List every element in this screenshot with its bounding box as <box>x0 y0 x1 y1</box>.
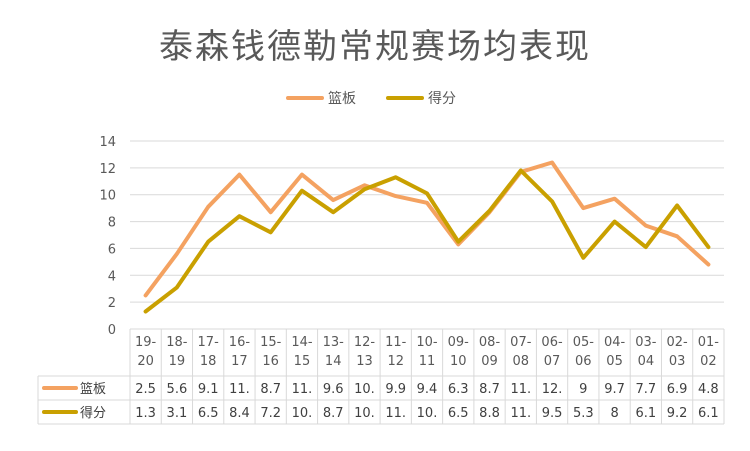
y-tick-label: 12 <box>99 162 116 177</box>
legend: 篮板 得分 <box>286 90 456 107</box>
x-tick-label: 14- <box>291 335 313 350</box>
x-tick-label: 18 <box>200 354 217 369</box>
x-tick-label: 04- <box>604 335 626 350</box>
data-label: 9.4 <box>417 382 438 397</box>
data-label: 10. <box>354 406 375 421</box>
x-tick-label: 16 <box>262 354 279 369</box>
data-label: 6.3 <box>448 382 469 397</box>
data-label: 4.8 <box>698 382 719 397</box>
x-tick-label: 01- <box>698 335 720 350</box>
x-tick-label: 10- <box>416 335 438 350</box>
y-tick-label: 8 <box>108 216 116 231</box>
x-tick-label: 19- <box>135 335 157 350</box>
data-label: 5.6 <box>167 382 188 397</box>
data-label: 6.5 <box>198 406 219 421</box>
data-label: 8.7 <box>323 406 344 421</box>
data-label: 9.7 <box>604 382 625 397</box>
data-table: 19- 20 18- 19 17- 18 16- 17 15- 16 14- 15 13- 14 12- 13… <box>37 328 725 425</box>
x-tick-label: 13- <box>323 335 345 350</box>
legend-label-1: 篮板 <box>328 91 356 107</box>
x-tick-label: 17- <box>198 335 220 350</box>
data-label: 9.6 <box>323 382 344 397</box>
data-label: 10. <box>417 406 438 421</box>
data-label: 6.5 <box>448 406 469 421</box>
data-label: 7.7 <box>635 382 656 397</box>
x-tick-label: 06- <box>541 335 563 350</box>
x-tick-label: 05- <box>573 335 595 350</box>
y-axis-ticks: 0 2 4 6 8 10 12 14 <box>99 135 116 338</box>
x-tick-label: 03- <box>635 335 657 350</box>
x-tick-label: 05 <box>606 354 623 369</box>
data-label: 11. <box>385 406 406 421</box>
x-tick-label: 04 <box>638 354 655 369</box>
data-label: 10. <box>292 406 313 421</box>
data-label: 6.9 <box>667 382 688 397</box>
x-tick-label: 20 <box>137 354 154 369</box>
x-tick-label: 07 <box>544 354 561 369</box>
x-tick-label: 17 <box>231 354 248 369</box>
data-label: 11. <box>292 382 313 397</box>
data-label: 12. <box>542 382 563 397</box>
chart-title: 泰森钱德勒常规赛场均表现 <box>159 27 591 67</box>
legend-label-2: 得分 <box>428 90 456 107</box>
data-label: 9.1 <box>198 382 219 397</box>
y-tick-label: 6 <box>108 242 116 257</box>
x-tick-label: 02 <box>700 354 717 369</box>
y-tick-label: 14 <box>99 135 116 150</box>
x-tick-label: 10 <box>450 354 467 369</box>
x-tick-label: 14 <box>325 354 342 369</box>
x-tick-label: 06 <box>575 354 592 369</box>
x-tick-label: 03 <box>669 354 686 369</box>
data-label: 8.4 <box>229 406 250 421</box>
y-tick-label: 4 <box>108 269 116 284</box>
data-label: 3.1 <box>167 406 188 421</box>
x-tick-label: 08 <box>513 354 530 369</box>
table-row-label-1: 篮板 <box>80 382 106 397</box>
data-label: 9.2 <box>667 406 688 421</box>
x-tick-label: 11 <box>419 354 436 369</box>
series-line-1 <box>143 160 711 298</box>
data-label: 8 <box>610 406 618 421</box>
x-tick-label: 08- <box>479 335 501 350</box>
x-tick-label: 19 <box>169 354 186 369</box>
data-label: 10. <box>354 382 375 397</box>
data-label: 1.3 <box>135 406 156 421</box>
data-label: 8.8 <box>479 406 500 421</box>
data-label: 9 <box>579 382 587 397</box>
data-label: 9.9 <box>385 382 406 397</box>
x-tick-label: 02- <box>666 335 688 350</box>
data-label: 5.3 <box>573 406 594 421</box>
x-tick-label: 18- <box>166 335 188 350</box>
x-tick-label: 16- <box>229 335 251 350</box>
data-label: 11. <box>510 406 531 421</box>
x-tick-label: 15 <box>294 354 311 369</box>
y-tick-label: 0 <box>108 323 116 338</box>
x-tick-label: 07- <box>510 335 532 350</box>
x-tick-label: 11- <box>385 335 407 350</box>
x-tick-label: 12- <box>354 335 376 350</box>
y-tick-label: 2 <box>108 296 116 311</box>
series-line-2 <box>143 168 711 314</box>
data-label: 8.7 <box>479 382 500 397</box>
x-tick-label: 13 <box>356 354 373 369</box>
x-tick-label: 09 <box>481 354 498 369</box>
data-label: 11. <box>510 382 531 397</box>
x-tick-label: 09- <box>448 335 470 350</box>
x-tick-label: 15- <box>260 335 282 350</box>
table-row-label-2: 得分 <box>80 405 106 421</box>
y-tick-label: 10 <box>99 189 116 204</box>
data-label: 2.5 <box>135 382 156 397</box>
data-label: 11. <box>229 382 250 397</box>
data-label: 6.1 <box>635 406 656 421</box>
x-tick-label: 12 <box>387 354 404 369</box>
series-lines <box>143 160 711 314</box>
data-label: 8.7 <box>260 382 281 397</box>
data-label: 6.1 <box>698 406 719 421</box>
data-label: 9.5 <box>542 406 563 421</box>
data-label: 7.2 <box>260 406 281 421</box>
